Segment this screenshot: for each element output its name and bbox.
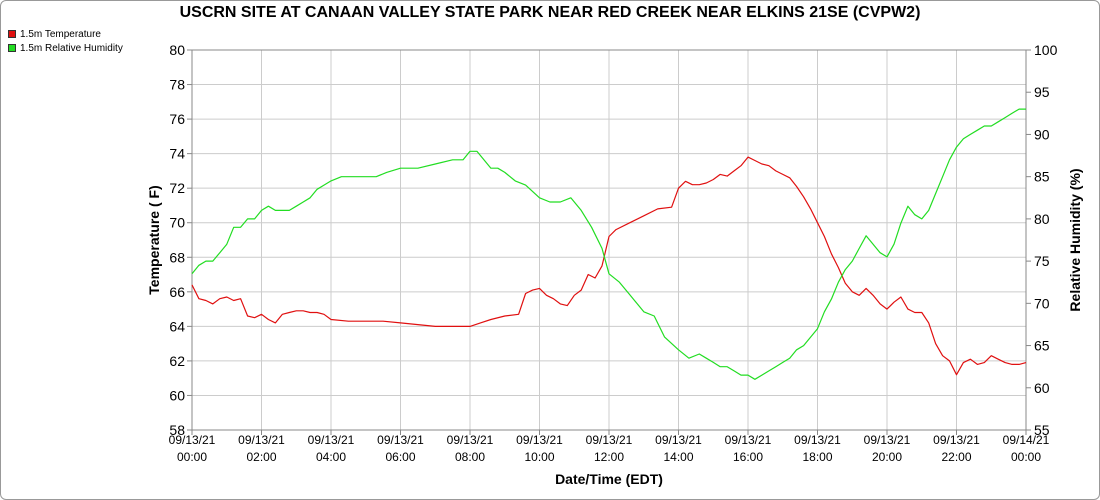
right-tick-label: 80 bbox=[1034, 211, 1050, 227]
left-tick-label: 58 bbox=[169, 422, 185, 438]
x-tick-time: 16:00 bbox=[733, 450, 763, 464]
right-tick-label: 60 bbox=[1034, 380, 1050, 396]
left-tick-label: 66 bbox=[169, 284, 185, 300]
x-tick-date: 09/13/21 bbox=[933, 433, 980, 447]
x-tick-time: 20:00 bbox=[872, 450, 902, 464]
legend-item-temperature: 1.5m Temperature bbox=[8, 27, 123, 41]
legend-item-humidity: 1.5m Relative Humidity bbox=[8, 41, 123, 55]
x-tick-date: 09/13/21 bbox=[377, 433, 424, 447]
x-tick-date: 09/13/21 bbox=[655, 433, 702, 447]
right-tick-label: 90 bbox=[1034, 126, 1050, 142]
x-tick-time: 10:00 bbox=[524, 450, 554, 464]
left-axis-ticks: 58 60 62 64 66 68 70 72 74 76 78 80 bbox=[169, 42, 192, 438]
x-tick-time: 00:00 bbox=[177, 450, 207, 464]
left-tick-label: 62 bbox=[169, 353, 185, 369]
right-tick-label: 70 bbox=[1034, 295, 1050, 311]
series-lines bbox=[191, 108, 1027, 380]
series-line-temperature bbox=[191, 156, 1027, 376]
x-tick-time: 08:00 bbox=[455, 450, 485, 464]
x-axis-label: Date/Time (EDT) bbox=[555, 471, 663, 487]
x-tick-date: 09/13/21 bbox=[725, 433, 772, 447]
right-tick-label: 55 bbox=[1034, 422, 1050, 438]
x-tick-time: 12:00 bbox=[594, 450, 624, 464]
right-axis-ticks: 55 60 65 70 75 80 85 90 95 100 bbox=[1026, 42, 1058, 438]
left-tick-label: 72 bbox=[169, 180, 185, 196]
x-tick-time: 18:00 bbox=[802, 450, 832, 464]
left-tick-label: 70 bbox=[169, 215, 185, 231]
x-tick-date: 09/13/21 bbox=[586, 433, 633, 447]
right-tick-label: 100 bbox=[1034, 42, 1058, 58]
legend-swatch-humidity bbox=[8, 44, 16, 52]
x-axis-ticks: 09/13/21 00:00 09/13/21 02:00 09/13/21 04:00 0… bbox=[169, 430, 1050, 464]
y-axis-right-label: Relative Humidity (%) bbox=[1067, 168, 1083, 311]
left-tick-label: 80 bbox=[169, 42, 185, 58]
x-tick-date: 09/13/21 bbox=[169, 433, 216, 447]
x-tick-time: 02:00 bbox=[246, 450, 276, 464]
right-tick-label: 85 bbox=[1034, 169, 1050, 185]
left-tick-label: 74 bbox=[169, 146, 185, 162]
left-tick-label: 64 bbox=[169, 318, 185, 334]
legend: 1.5m Temperature 1.5m Relative Humidity bbox=[8, 27, 123, 55]
grid-lines bbox=[191, 49, 1027, 431]
x-tick-time: 04:00 bbox=[316, 450, 346, 464]
left-tick-label: 68 bbox=[169, 249, 185, 265]
x-tick-date: 09/13/21 bbox=[794, 433, 841, 447]
series-line-humidity bbox=[191, 108, 1026, 380]
x-tick-date: 09/13/21 bbox=[447, 433, 494, 447]
legend-label-humidity: 1.5m Relative Humidity bbox=[20, 42, 123, 54]
left-tick-label: 76 bbox=[169, 111, 185, 127]
x-tick-time: 14:00 bbox=[663, 450, 693, 464]
y-axis-left-label: Temperature ( F) bbox=[146, 185, 162, 294]
legend-label-temperature: 1.5m Temperature bbox=[20, 28, 101, 40]
legend-swatch-temperature bbox=[8, 30, 16, 38]
x-tick-time: 00:00 bbox=[1011, 450, 1041, 464]
x-tick-time: 06:00 bbox=[385, 450, 415, 464]
right-tick-label: 95 bbox=[1034, 84, 1050, 100]
x-tick-date: 09/14/21 bbox=[1003, 433, 1050, 447]
right-tick-label: 75 bbox=[1034, 253, 1050, 269]
right-tick-label: 65 bbox=[1034, 338, 1050, 354]
chart-title: USCRN SITE AT CANAAN VALLEY STATE PARK N… bbox=[179, 4, 921, 21]
left-tick-label: 78 bbox=[169, 77, 185, 93]
x-tick-date: 09/13/21 bbox=[308, 433, 355, 447]
x-tick-date: 09/13/21 bbox=[516, 433, 563, 447]
left-tick-label: 60 bbox=[169, 387, 185, 403]
x-tick-time: 22:00 bbox=[941, 450, 971, 464]
x-tick-date: 09/13/21 bbox=[238, 433, 285, 447]
x-tick-date: 09/13/21 bbox=[864, 433, 911, 447]
